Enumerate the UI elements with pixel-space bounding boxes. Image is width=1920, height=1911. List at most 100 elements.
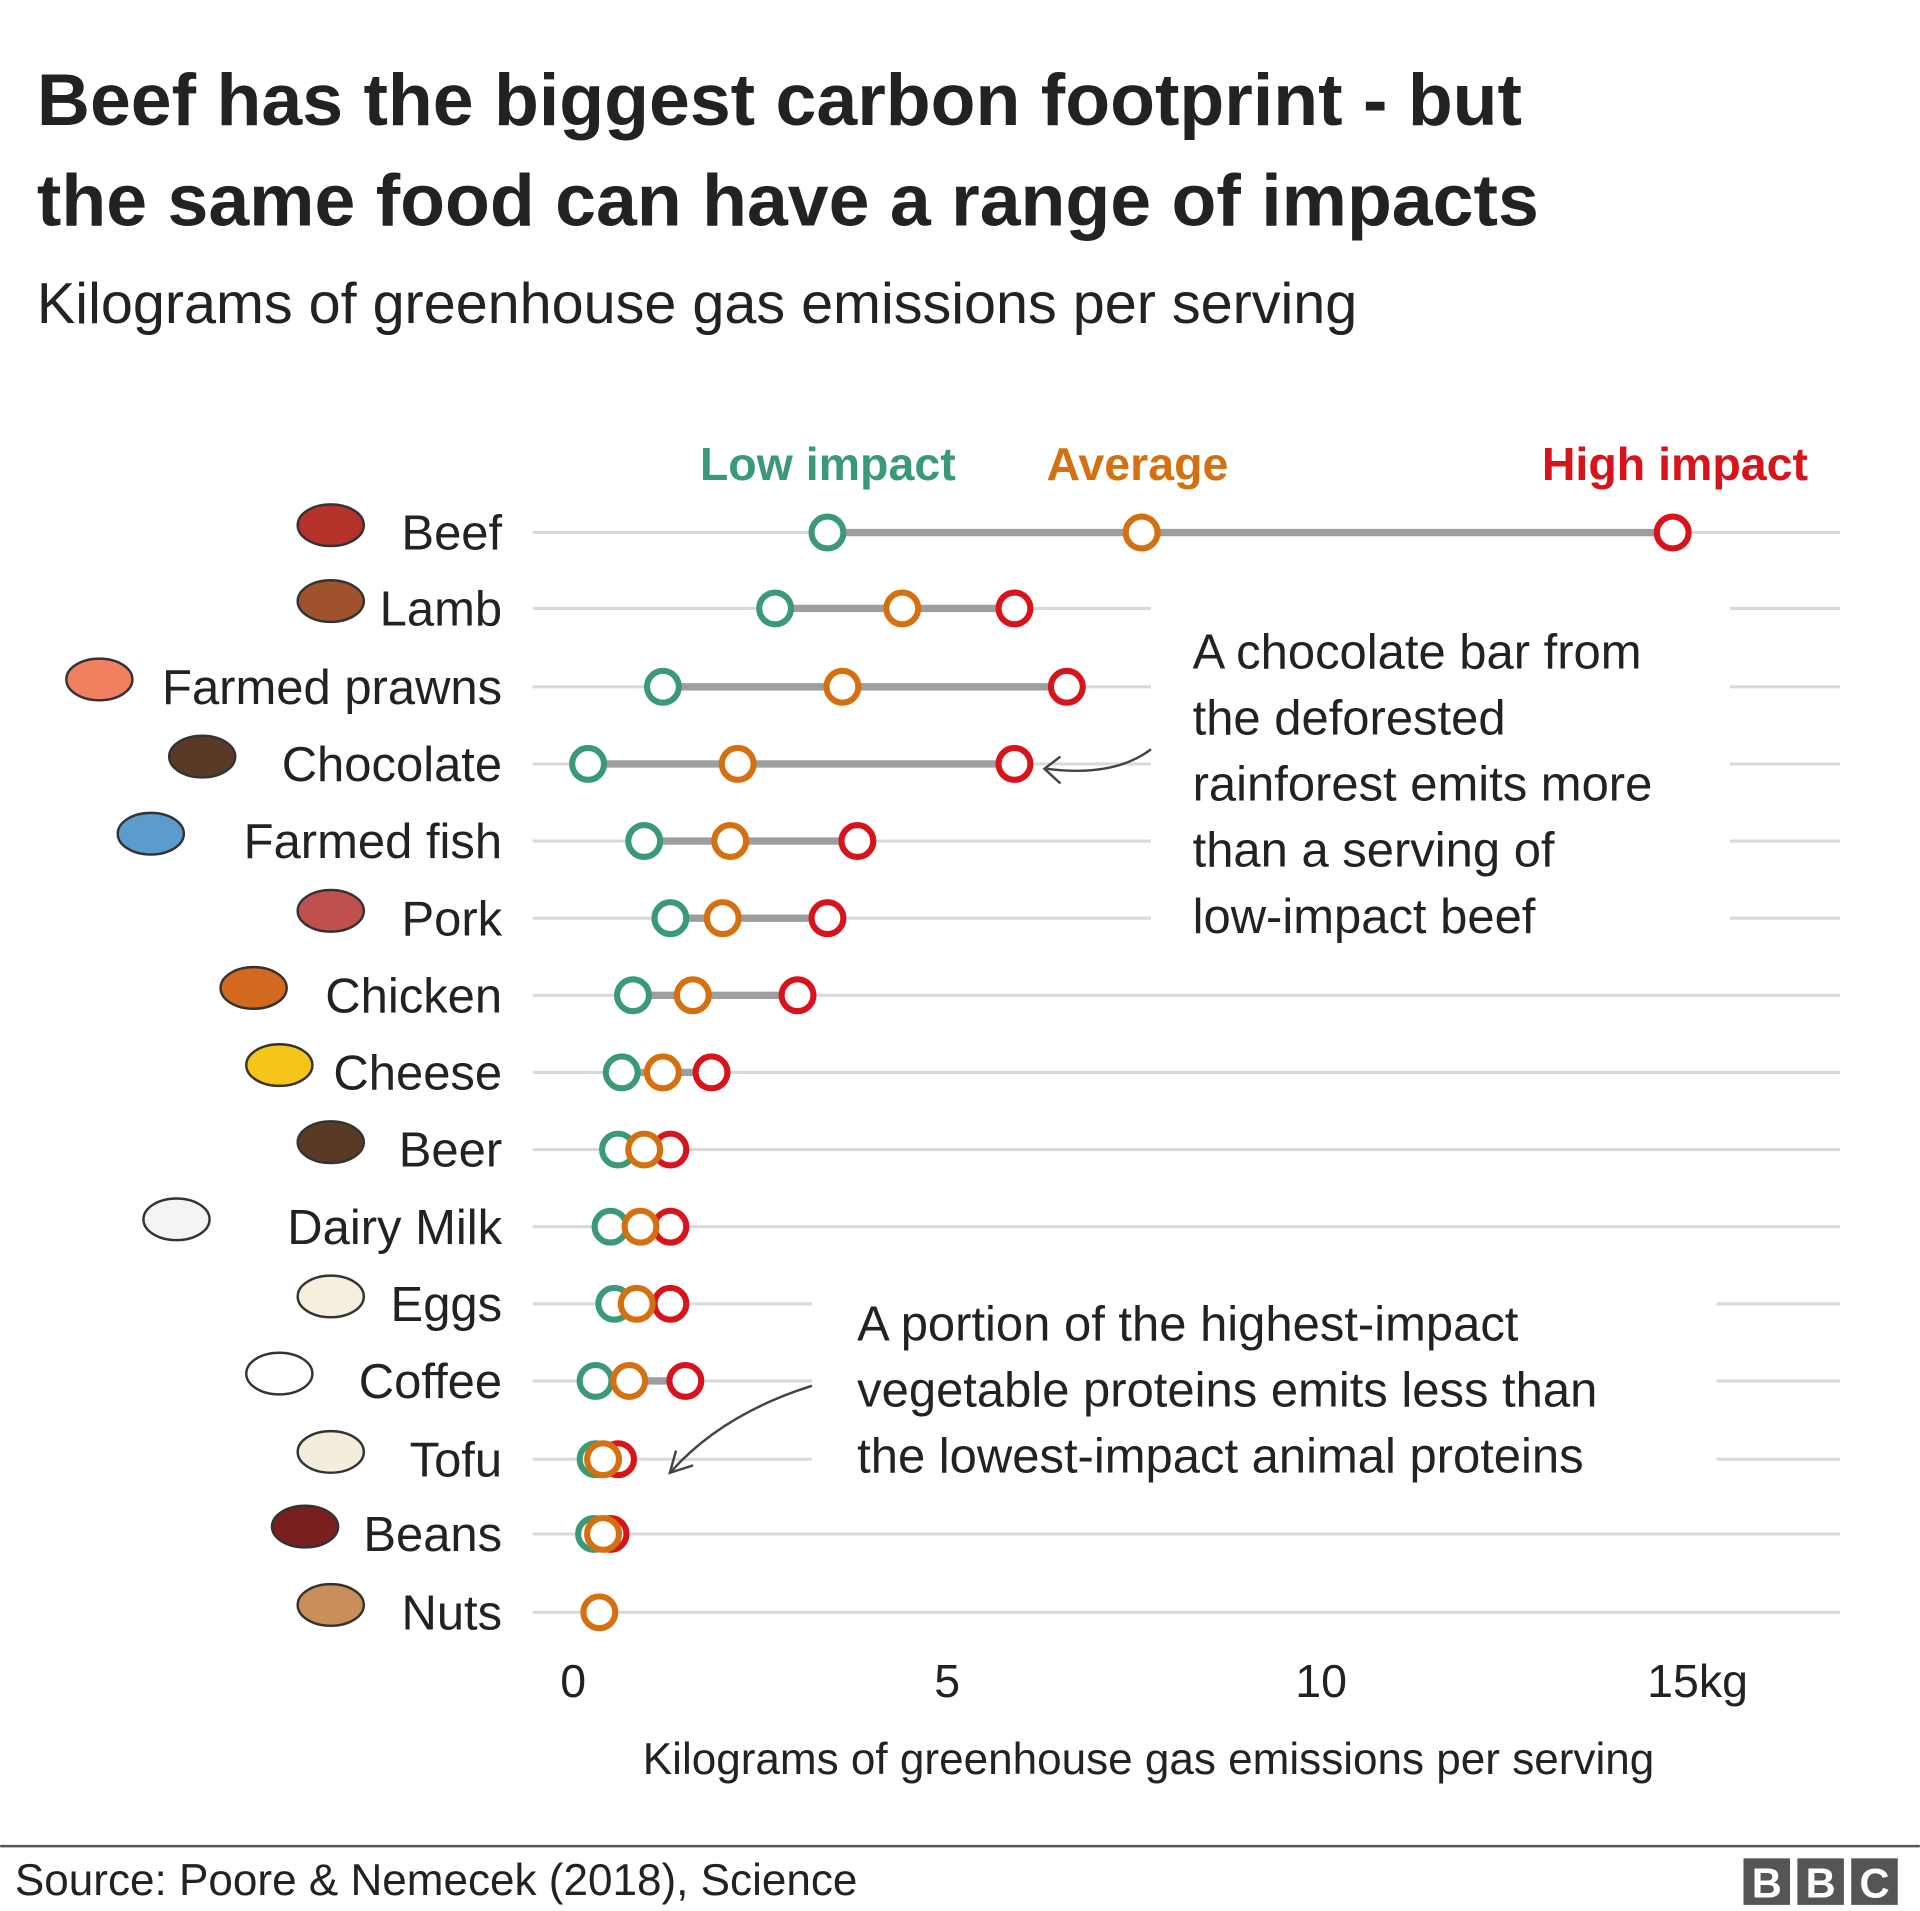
- category-label: Farmed prawns: [162, 661, 502, 715]
- annotation-line: vegetable proteins emits less than: [857, 1364, 1597, 1418]
- prawn-icon: [65, 657, 134, 702]
- average-dot: [584, 1514, 623, 1553]
- chocolate-icon: [167, 734, 237, 779]
- average-dot: [711, 822, 750, 861]
- legend-low: Low impact: [700, 438, 956, 490]
- svg-text:B: B: [1806, 1860, 1836, 1907]
- x-tick-label: 5: [934, 1655, 960, 1707]
- row-beer: Beer: [296, 1120, 1841, 1178]
- fish-icon: [116, 811, 186, 856]
- legend-average: Average: [1047, 438, 1229, 490]
- annotation-arrow: [1046, 748, 1152, 772]
- arrow-head-icon: [1042, 755, 1062, 785]
- low-dot: [643, 667, 682, 706]
- category-label: Coffee: [359, 1355, 502, 1409]
- row-nuts: Nuts: [296, 1582, 1841, 1640]
- category-label: Tofu: [410, 1433, 503, 1487]
- category-label: Beef: [401, 507, 502, 561]
- ham-icon: [296, 888, 366, 933]
- high-dot: [838, 822, 877, 861]
- annotation-line: rainforest emits more: [1193, 758, 1653, 812]
- category-label: Cheese: [333, 1047, 502, 1101]
- row-lamb: Lamb: [296, 579, 1841, 637]
- x-tick-label: 15kg: [1647, 1655, 1748, 1707]
- average-dot: [610, 1361, 649, 1400]
- tofu-icon: [296, 1429, 366, 1474]
- low-dot: [756, 589, 795, 628]
- source: Source: Poore & Nemecek (2018), Science: [15, 1856, 858, 1905]
- category-label: Dairy Milk: [287, 1201, 502, 1255]
- high-dot: [995, 589, 1034, 628]
- row-cheese: Cheese: [245, 1043, 1841, 1101]
- row-farmed-prawns: Farmed prawns: [65, 657, 1841, 715]
- category-label: Pork: [401, 892, 502, 946]
- average-dot: [621, 1207, 660, 1246]
- annotation-line: A portion of the highest-impact: [857, 1298, 1519, 1352]
- category-label: Nuts: [401, 1586, 502, 1640]
- low-dot: [602, 1053, 641, 1092]
- x-axis: 0 5 10 15kg: [560, 1655, 1748, 1707]
- x-tick-label: 10: [1295, 1655, 1347, 1707]
- row-eggs: Eggs: [296, 1274, 1841, 1332]
- x-axis-label: Kilograms of greenhouse gas emissions pe…: [643, 1735, 1655, 1784]
- coffee-cup-icon: [245, 1351, 314, 1396]
- annotation-line: A chocolate bar from: [1193, 625, 1642, 679]
- title-line-1: Beef has the biggest carbon footprint - …: [37, 59, 1522, 141]
- category-label: Farmed fish: [244, 815, 502, 869]
- average-dot: [617, 1284, 656, 1323]
- average-dot: [823, 667, 862, 706]
- title-line-2: the same food can have a range of impact…: [37, 159, 1539, 241]
- category-label: Lamb: [380, 583, 502, 637]
- average-dot: [643, 1053, 682, 1092]
- svg-text:C: C: [1859, 1860, 1889, 1907]
- svg-text:B: B: [1752, 1860, 1782, 1907]
- annotation-line: than a serving of: [1193, 824, 1555, 878]
- milk-bottle-icon: [142, 1197, 211, 1242]
- average-dot: [625, 1130, 664, 1169]
- high-dot: [995, 744, 1034, 783]
- annotation-line: the deforested: [1193, 692, 1506, 746]
- row-pork: Pork: [296, 888, 1841, 946]
- low-dot: [614, 976, 652, 1015]
- category-label: Chocolate: [282, 738, 502, 792]
- lamb-icon: [296, 579, 366, 624]
- annotation-line: low-impact beef: [1193, 890, 1536, 944]
- eggs-icon: [296, 1274, 366, 1319]
- low-dot: [576, 1361, 615, 1400]
- category-label: Eggs: [391, 1278, 503, 1332]
- average-dot: [584, 1440, 623, 1479]
- row-chocolate: Chocolate: [167, 734, 1841, 792]
- row-tofu: Tofu: [296, 1429, 1841, 1487]
- plot-area: Beef Lamb Farmed prawns Chocolate Farmed fis…: [65, 503, 1841, 1640]
- row-beef: Beef: [296, 503, 1841, 561]
- arrow-head-icon: [668, 1450, 694, 1475]
- high-dot: [808, 899, 847, 938]
- average-dot: [718, 744, 757, 783]
- average-dot: [883, 589, 922, 628]
- category-label: Chicken: [325, 969, 502, 1023]
- low-dot: [625, 822, 664, 861]
- category-label: Beans: [363, 1508, 502, 1562]
- low-dot: [808, 513, 847, 552]
- nuts-icon: [296, 1582, 366, 1627]
- high-dot: [778, 976, 817, 1015]
- average-dot: [673, 976, 712, 1015]
- annotation-vegetable: A portion of the highest-impact vegetabl…: [668, 1298, 1597, 1484]
- annotation-arrow: [670, 1384, 813, 1473]
- cheese-icon: [245, 1043, 314, 1088]
- steak-icon: [296, 503, 366, 548]
- bbc-logo: B B C: [1743, 1858, 1898, 1907]
- row-dairy-milk: Dairy Milk: [142, 1197, 1841, 1255]
- row-chicken: Chicken: [219, 965, 1841, 1023]
- high-dot: [1653, 513, 1692, 552]
- beer-bottle-icon: [296, 1120, 366, 1165]
- average-dot: [580, 1593, 619, 1632]
- high-dot: [692, 1053, 731, 1092]
- low-dot: [651, 899, 690, 938]
- bean-icon: [270, 1504, 340, 1549]
- x-tick-label: 0: [560, 1655, 586, 1707]
- legend-high: High impact: [1542, 438, 1808, 490]
- subtitle: Kilograms of greenhouse gas emissions pe…: [37, 272, 1357, 336]
- category-label: Beer: [399, 1124, 502, 1178]
